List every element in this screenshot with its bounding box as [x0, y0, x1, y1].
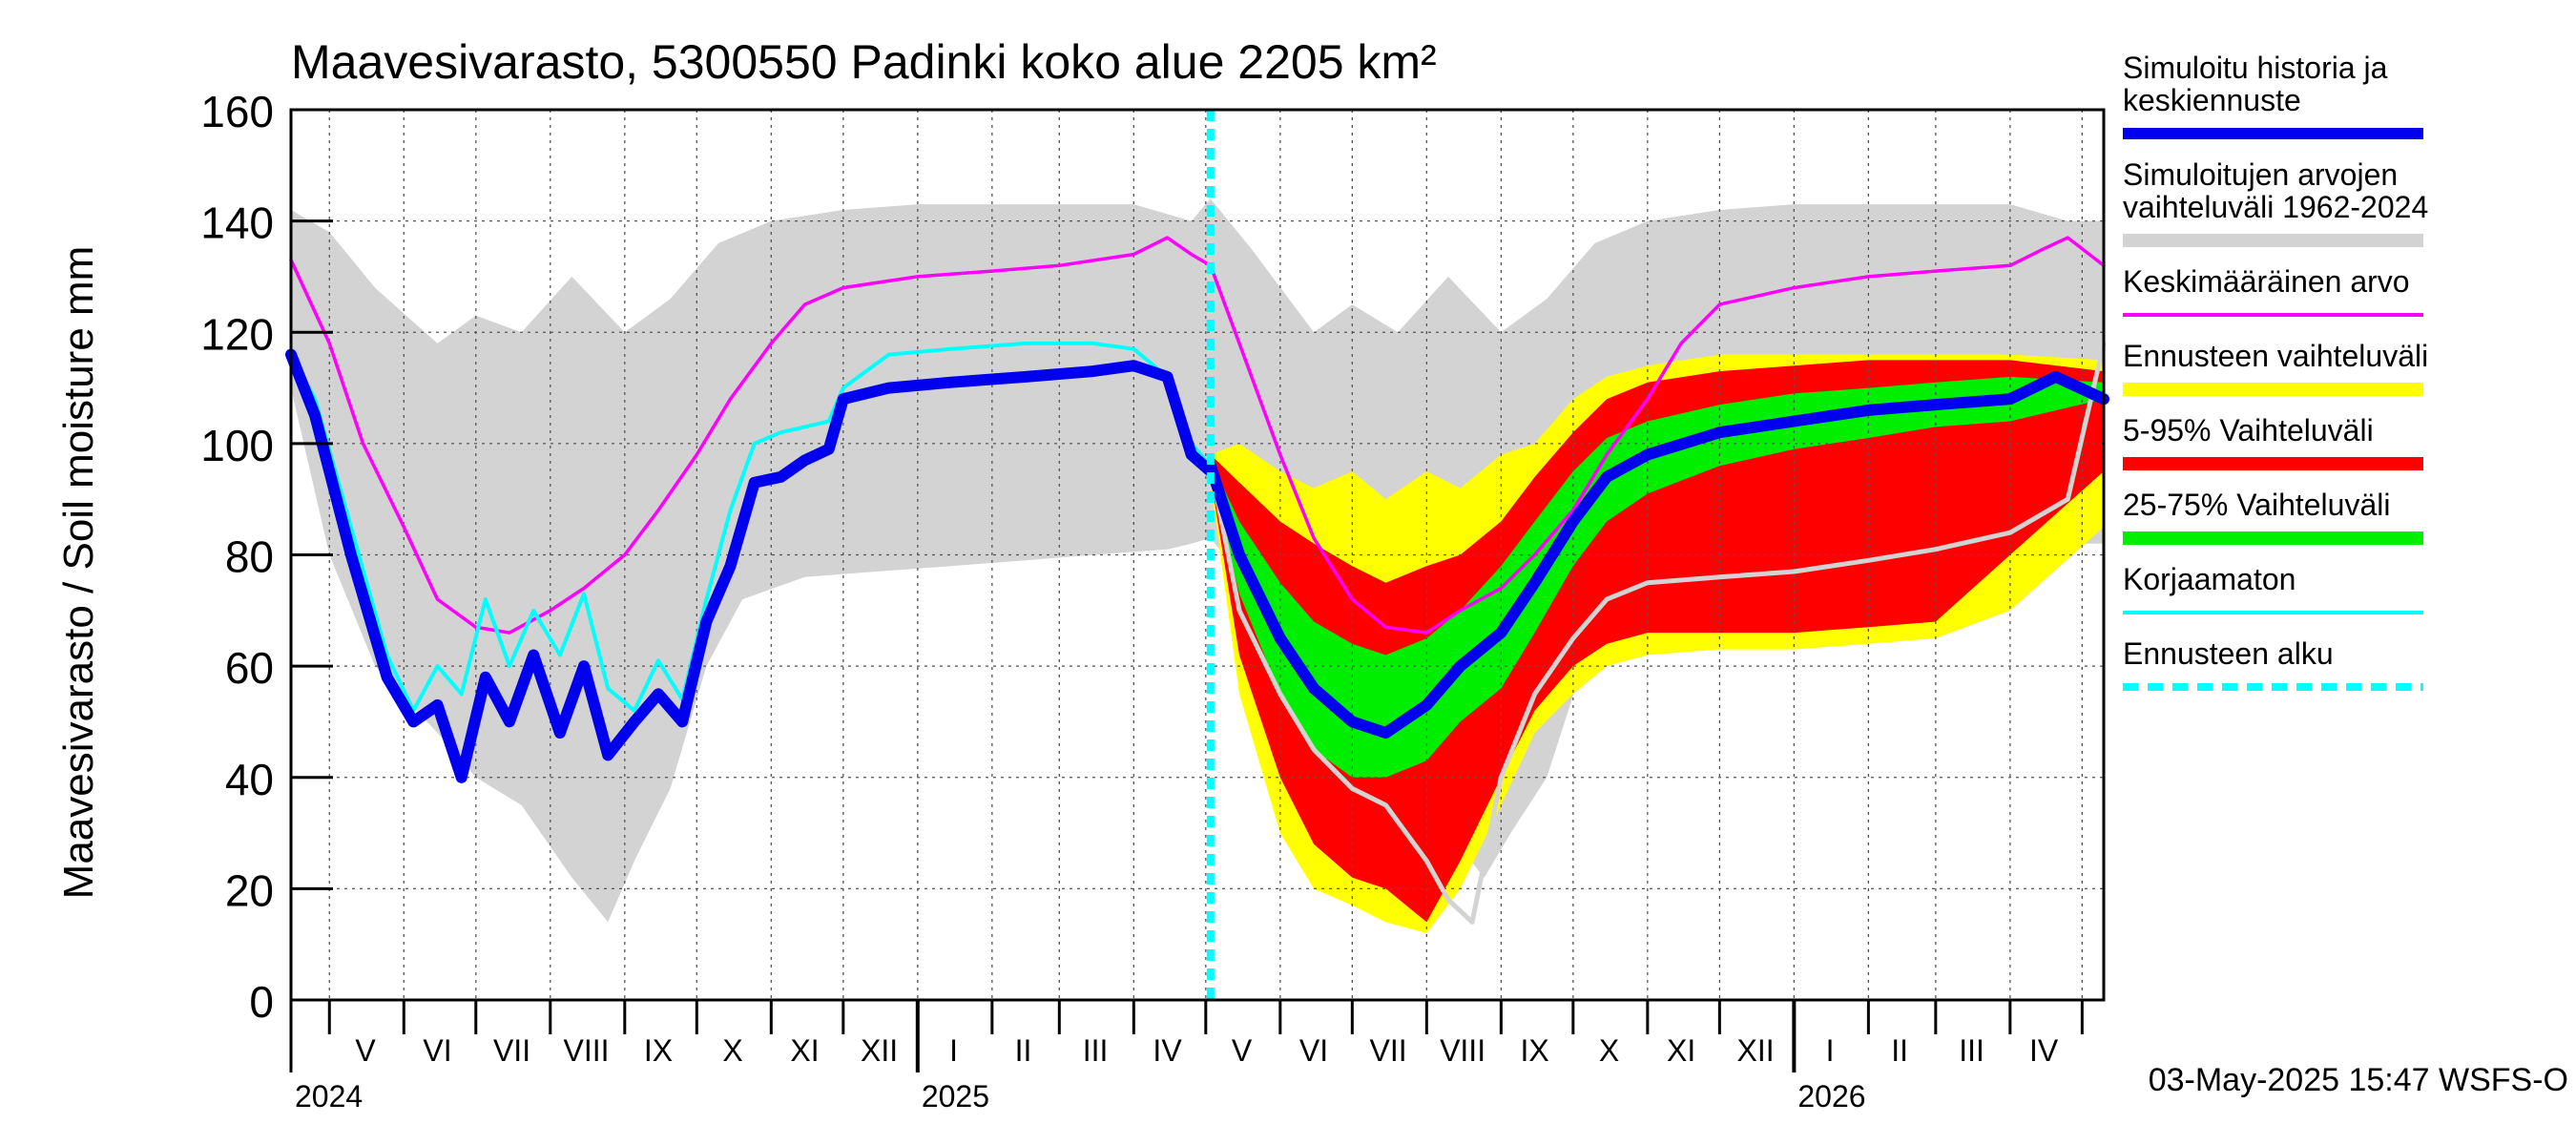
y-tick-label: 120 [200, 309, 274, 359]
legend-item: 5-95% Vaihteluväli [2123, 413, 2423, 470]
legend: Simuloitu historia jakeskiennusteSimuloi… [2123, 51, 2428, 691]
legend-label: Korjaamaton [2123, 562, 2296, 596]
legend-item: Korjaamaton [2123, 562, 2423, 614]
y-tick-label: 0 [249, 977, 274, 1027]
y-tick-label: 160 [200, 87, 274, 136]
month-label: IV [2029, 1033, 2059, 1068]
y-tick-label: 100 [200, 421, 274, 470]
month-label: XI [790, 1033, 819, 1068]
month-label: IV [1153, 1033, 1182, 1068]
month-label: VIII [564, 1033, 610, 1068]
legend-label: Simuloitu historia ja [2123, 51, 2388, 85]
month-label: XII [1737, 1033, 1775, 1068]
history-line [285, 348, 1216, 783]
legend-item: Ennusteen vaihteluväli [2123, 339, 2428, 396]
forecast-gray-line [1208, 341, 2107, 925]
legend-item: 25-75% Vaihteluväli [2123, 488, 2423, 545]
y-tick-label: 20 [225, 865, 274, 915]
year-label: 2025 [922, 1079, 989, 1114]
legend-label: Ennusteen alku [2123, 636, 2334, 671]
month-label: VI [1299, 1033, 1328, 1068]
p25-75-band [1210, 376, 2104, 778]
month-label: VII [493, 1033, 530, 1068]
month-label: I [1826, 1033, 1835, 1068]
month-label: VIII [1440, 1033, 1485, 1068]
median-forecast-line [1204, 370, 2109, 739]
month-label: V [1232, 1033, 1253, 1068]
month-label: XII [861, 1033, 898, 1068]
month-label: IX [644, 1033, 673, 1068]
year-label: 2024 [295, 1079, 363, 1114]
chart-title: Maavesivarasto, 5300550 Padinki koko alu… [291, 35, 1437, 89]
footer-timestamp: 03-May-2025 15:47 WSFS-O [2149, 1062, 2568, 1098]
legend-label: keskiennuste [2123, 83, 2301, 117]
month-label: IX [1520, 1033, 1548, 1068]
grid-layer [291, 110, 2104, 1000]
month-label: X [1599, 1033, 1619, 1068]
p5-95-band [1210, 360, 2104, 923]
legend-label: 5-95% Vaihteluväli [2123, 413, 2374, 448]
year-label: 2026 [1797, 1079, 1865, 1114]
legend-label: 25-75% Vaihteluväli [2123, 488, 2390, 522]
y-axis-label: Maavesivarasto / Soil moisture mm [55, 246, 102, 900]
y-tick-label: 40 [225, 755, 274, 804]
month-label: V [355, 1033, 376, 1068]
month-label: VII [1370, 1033, 1407, 1068]
month-label: VI [423, 1033, 451, 1068]
y-tick-label: 140 [200, 198, 274, 248]
legend-label: Keskimääräinen arvo [2123, 264, 2410, 299]
lines-layer [285, 110, 2109, 1000]
month-label: II [1015, 1033, 1032, 1068]
month-label: II [1891, 1033, 1908, 1068]
month-label: X [722, 1033, 742, 1068]
legend-label: Ennusteen vaihteluväli [2123, 339, 2428, 373]
month-label: I [949, 1033, 958, 1068]
legend-label: vaihteluväli 1962-2024 [2123, 190, 2428, 224]
legend-item: Keskimääräinen arvo [2123, 264, 2423, 317]
month-label: XI [1667, 1033, 1695, 1068]
y-tick-label: 60 [225, 643, 274, 693]
month-label: III [1959, 1033, 1984, 1068]
month-label: III [1083, 1033, 1109, 1068]
legend-item: Ennusteen alku [2123, 636, 2423, 691]
legend-label: Simuloitujen arvojen [2123, 157, 2398, 192]
y-tick-label: 80 [225, 532, 274, 582]
mean-line [289, 236, 2106, 635]
